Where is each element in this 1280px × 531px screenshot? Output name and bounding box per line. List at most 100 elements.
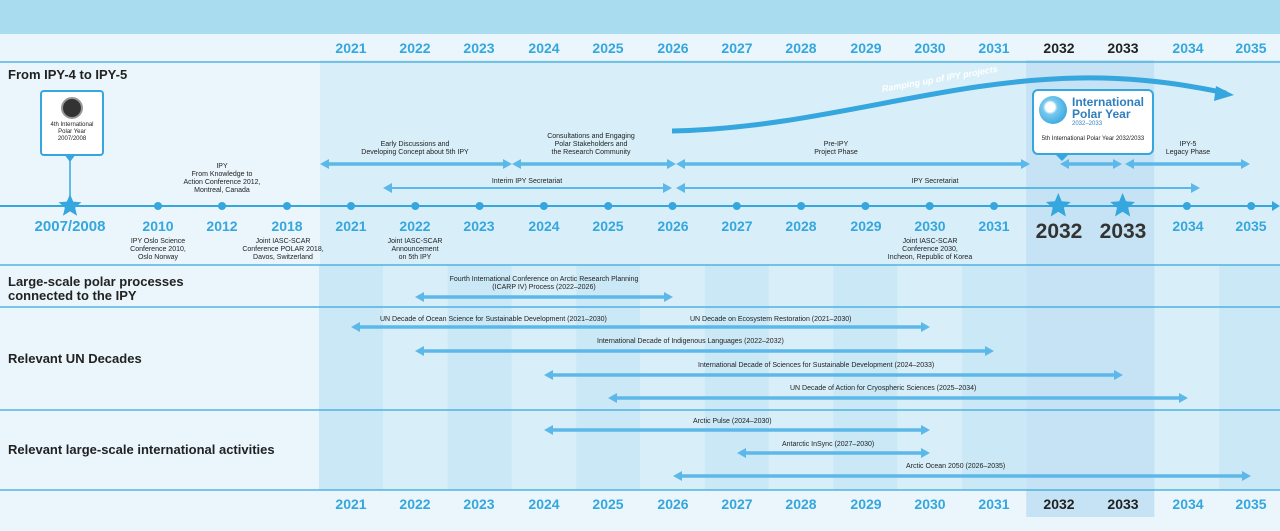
arctic-pulse-arrow-head-left bbox=[544, 425, 553, 435]
timeline-label: 2035 bbox=[1235, 218, 1267, 234]
year-footer-label: 2024 bbox=[528, 496, 560, 512]
timeline-dot bbox=[475, 202, 484, 210]
icarp-arrow-head-right bbox=[664, 292, 673, 302]
column-stripe bbox=[704, 265, 769, 490]
timeline-dot bbox=[283, 202, 291, 210]
arctic-pulse-arrow-head-right bbox=[921, 425, 930, 435]
year-header-label: 2022 bbox=[399, 40, 431, 56]
event-polar-2018: Joint IASC-SCAR Conference POLAR 2018, D… bbox=[242, 238, 324, 261]
timeline-label: 2010 bbox=[142, 218, 174, 234]
timeline-label: 2031 bbox=[978, 218, 1010, 234]
ipy4-caption: 4th International Polar Year 2007/2008 bbox=[50, 122, 94, 142]
year-footer-label: 2033 bbox=[1107, 496, 1139, 512]
year-header-label: 2023 bbox=[463, 40, 495, 56]
timeline-dot bbox=[990, 202, 998, 210]
secretariat-arrow-head-left bbox=[676, 183, 685, 193]
timeline-dot bbox=[861, 202, 870, 210]
year-footer-label: 2032 bbox=[1043, 496, 1075, 512]
phase-legacy-label: IPY-5 Legacy Phase bbox=[1165, 141, 1211, 156]
year-footer-label: 2028 bbox=[785, 496, 817, 512]
timeline-label: 2021 bbox=[335, 218, 367, 234]
ramping-arrowhead bbox=[1214, 86, 1234, 101]
timeline-dot bbox=[539, 202, 548, 210]
ipy5-years: 2032–2033 bbox=[1072, 121, 1103, 127]
top-band bbox=[0, 0, 1280, 34]
year-header-label: 2021 bbox=[335, 40, 367, 56]
timeline-label: 2023 bbox=[463, 218, 495, 234]
column-stripe bbox=[1219, 265, 1280, 490]
timeline-dot bbox=[154, 202, 162, 210]
year-header-label: 2026 bbox=[657, 40, 689, 56]
year-header-label: 2033 bbox=[1107, 40, 1139, 56]
ipy4-logo-icon bbox=[61, 97, 83, 119]
timeline-label: 2022 bbox=[399, 218, 431, 234]
timeline-dot bbox=[347, 202, 355, 210]
sciences-arrow-head-left bbox=[544, 370, 553, 380]
timeline-label: 2029 bbox=[850, 218, 882, 234]
phase-early-arrow-head-left bbox=[320, 159, 329, 169]
ipy5-globe-icon bbox=[1039, 96, 1067, 124]
phase-ipy-arrow-head-left bbox=[1060, 159, 1069, 169]
timeline-label: 2026 bbox=[657, 218, 689, 234]
year-footer-label: 2027 bbox=[721, 496, 753, 512]
year-header-label: 2024 bbox=[528, 40, 560, 56]
ipy5-callout-pointer bbox=[1054, 153, 1070, 161]
year-footer-label: 2029 bbox=[850, 496, 882, 512]
ipy5-title-line2: Polar Year bbox=[1072, 107, 1131, 121]
ipy4-star-icon bbox=[58, 194, 82, 216]
section-large-scale-title: Large-scale polar processes connected to… bbox=[8, 274, 184, 303]
timeline-dot bbox=[1182, 202, 1191, 210]
timeline-dot bbox=[1247, 202, 1256, 210]
icarp-label: Fourth International Conference on Arcti… bbox=[449, 276, 639, 291]
indigenous-decade-label: International Decade of Indigenous Langu… bbox=[597, 338, 784, 345]
section-un-decades-title: Relevant UN Decades bbox=[8, 351, 142, 366]
event-ipy-conference-2012: IPY From Knowledge to Action Conference … bbox=[183, 163, 261, 194]
un-decade-ocean-arrow-head-left bbox=[351, 322, 360, 332]
arctic-ocean-2050-arrow-head-left bbox=[673, 471, 682, 481]
phase-preipy-label: Pre-IPY Project Phase bbox=[814, 141, 858, 156]
interim-secretariat-arrow-head-right bbox=[663, 183, 672, 193]
event-incheon-2030: Joint IASC-SCAR Conference 2030, Incheon… bbox=[887, 238, 973, 261]
column-stripe bbox=[833, 265, 898, 490]
phase-legacy-arrow-head-left bbox=[1125, 159, 1134, 169]
un-decade-ocean-arrow-head-right bbox=[921, 322, 930, 332]
timeline-dot bbox=[797, 202, 806, 210]
timeline-label: 2007/2008 bbox=[34, 218, 106, 235]
phase-ipy-arrow-head-right bbox=[1113, 159, 1122, 169]
timeline-label: 2024 bbox=[528, 218, 560, 234]
event-announcement: Joint IASC-SCAR Announcement on 5th IPY bbox=[387, 238, 443, 261]
ipy4-callout-pointer bbox=[64, 154, 76, 162]
year-footer-label: 2022 bbox=[399, 496, 431, 512]
column-stripe bbox=[962, 265, 1026, 490]
phase-legacy-arrow-head-right bbox=[1241, 159, 1250, 169]
sciences-decade-label: International Decade of Sciences for Sus… bbox=[698, 362, 935, 369]
timeline-label: 2028 bbox=[785, 218, 817, 234]
phase-consult-arrow-head-right bbox=[667, 159, 676, 169]
timeline-dot bbox=[411, 202, 420, 210]
ipy5-title-line1: International bbox=[1072, 95, 1145, 109]
cryo-arrow-head-right bbox=[1179, 393, 1188, 403]
year-footer-label: 2025 bbox=[592, 496, 624, 512]
section-ipy-title: From IPY-4 to IPY-5 bbox=[8, 67, 128, 82]
timeline-label: 2012 bbox=[206, 218, 238, 234]
antarctic-insync-label: Antarctic InSync (2027–2030) bbox=[782, 441, 875, 448]
ocean-decade-label: UN Decade of Ocean Science for Sustainab… bbox=[380, 316, 607, 323]
year-header-label: 2034 bbox=[1172, 40, 1204, 56]
cryo-decade-label: UN Decade of Action for Cryospheric Scie… bbox=[790, 385, 977, 392]
timeline-label: 2018 bbox=[271, 218, 303, 234]
indigenous-arrow-head-right bbox=[985, 346, 994, 356]
ipy4-callout: 4th International Polar Year 2007/2008 bbox=[40, 90, 104, 156]
year-footer-label: 2021 bbox=[335, 496, 367, 512]
timeline-dot bbox=[604, 202, 613, 210]
year-header-label: 2032 bbox=[1043, 40, 1075, 56]
timeline-dot bbox=[218, 202, 226, 210]
timeline-label: 2032 bbox=[1035, 220, 1083, 243]
year-header-label: 2025 bbox=[592, 40, 624, 56]
year-header-label: 2030 bbox=[914, 40, 946, 56]
phase-consult-label: Consultations and Engaging Polar Stakeho… bbox=[547, 133, 635, 156]
ecosystem-decade-label: UN Decade on Ecosystem Restoration (2021… bbox=[690, 316, 852, 323]
column-stripe bbox=[319, 265, 383, 490]
year-header-label: 2028 bbox=[785, 40, 817, 56]
interim-secretariat-arrow-head-left bbox=[383, 183, 392, 193]
year-footer-label: 2035 bbox=[1235, 496, 1267, 512]
